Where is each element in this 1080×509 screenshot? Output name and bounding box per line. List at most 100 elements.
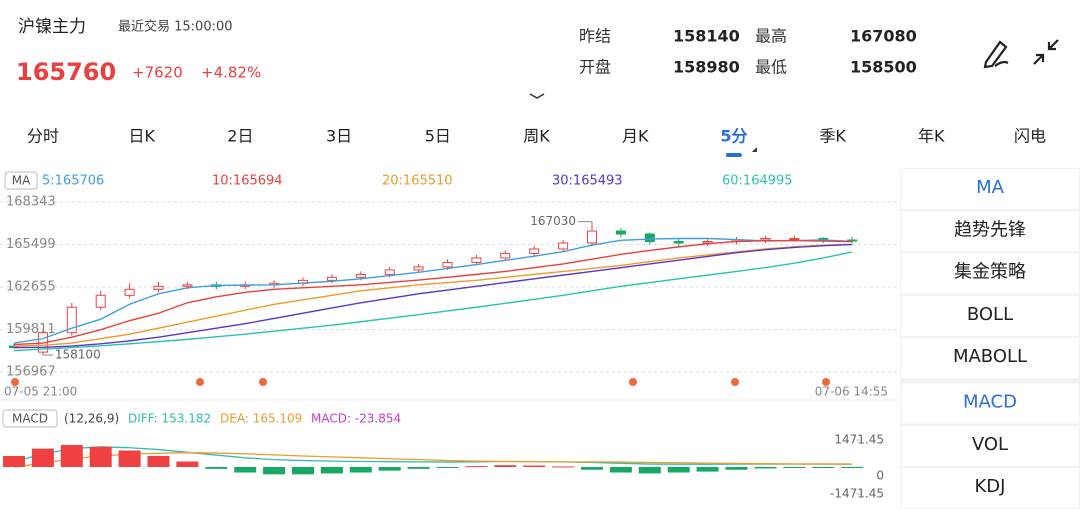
side-menu-item[interactable]: BOLL (967, 304, 1013, 325)
candle-body (124, 288, 135, 296)
indicator-box (4, 171, 38, 190)
macd-bar (581, 467, 603, 470)
candle-body (95, 294, 106, 308)
stat-label: 最低 (755, 58, 787, 77)
tab[interactable]: 5日 (425, 127, 451, 146)
candle-body (644, 233, 655, 242)
macd-bar (523, 465, 546, 467)
collapse-icon[interactable] (1033, 39, 1059, 65)
legend-entry: 5:165706 (42, 174, 104, 189)
y-tick-label: 156967 (6, 365, 56, 380)
price-change-pct: +4.82% (201, 64, 261, 82)
side-menu-item[interactable]: MABOLL (953, 346, 1027, 367)
legend-entry: 30:165493 (552, 174, 623, 189)
side-menu-item[interactable]: KDJ (975, 476, 1006, 497)
macd-bar (205, 467, 228, 469)
macd-bar (3, 455, 25, 467)
tab-arrow (751, 147, 757, 152)
indicator-box (2, 409, 58, 428)
macd-bar (31, 448, 54, 467)
candle-body (529, 248, 540, 254)
candle-body (182, 284, 193, 287)
side-menu-item[interactable]: VOL (972, 434, 1008, 455)
side-menu-item[interactable]: 趋势先锋 (954, 219, 1026, 240)
tab[interactable]: 日K (128, 127, 155, 146)
tab[interactable]: 季K (819, 127, 846, 146)
macd-bar (147, 455, 170, 467)
stat-value: 167080 (850, 27, 917, 46)
macd-bar (783, 467, 806, 468)
candle-body (789, 238, 800, 241)
tab-underline (725, 153, 742, 157)
macd-bar (89, 446, 112, 467)
macd-bar (494, 465, 517, 467)
edit-icon[interactable] (983, 40, 1009, 69)
macd-bar (407, 467, 430, 469)
macd-bar (638, 467, 661, 474)
stat-value: 158140 (673, 27, 740, 46)
tab[interactable]: 5分 (720, 127, 747, 146)
legend-entry: DIFF: 153.182 (128, 412, 211, 426)
side-menu-title[interactable]: MA (976, 177, 1005, 198)
side-menu-title[interactable]: MACD (963, 392, 1017, 413)
side-menu-cell (901, 253, 1079, 294)
macd-bar (725, 467, 748, 470)
ma-line (13, 251, 853, 352)
high-label: 167030 (530, 214, 576, 228)
legend-entry: MACD: -23.854 (311, 412, 401, 426)
macd-line (13, 446, 853, 465)
last-price: 165760 (16, 58, 116, 86)
x-tick-label: 07-06 14:55 (815, 385, 888, 399)
tab[interactable]: 月K (622, 127, 649, 146)
stat-label: 昨结 (579, 27, 611, 46)
tab[interactable]: 闪电 (1014, 127, 1046, 146)
side-menu-cell (901, 383, 1079, 424)
tab[interactable]: 分时 (27, 127, 59, 146)
y-tick-label: 159811 (6, 322, 56, 337)
y-tick-label: 168343 (6, 195, 56, 210)
ma-line (13, 237, 853, 344)
macd-bar (320, 467, 343, 474)
stat-label: 开盘 (579, 58, 611, 77)
macd-bar (118, 450, 141, 467)
macd-bar (378, 467, 401, 471)
candle-body (615, 230, 626, 235)
macd-bar (234, 467, 257, 473)
candle-body (326, 276, 337, 281)
y-tick-label: 165499 (6, 237, 56, 252)
indicator-name[interactable]: MA (12, 174, 31, 188)
macd-bar (349, 467, 372, 473)
tab[interactable]: 2日 (227, 127, 253, 146)
candle-body (702, 240, 713, 244)
legend-entry: 60:164995 (722, 174, 793, 189)
legend-entry: DEA: 165.109 (220, 412, 302, 426)
legend-entry: 10:165694 (212, 174, 283, 189)
stat-label: 最高 (755, 27, 787, 46)
expand-chevron[interactable] (529, 93, 545, 99)
indicator-name[interactable]: MACD (12, 412, 48, 426)
ma-line (13, 243, 853, 347)
ma-line (13, 239, 853, 346)
side-menu-cell (901, 425, 1079, 466)
low-label: 158100 (55, 348, 101, 362)
macd-bar (667, 467, 690, 473)
macd-bar (552, 466, 575, 468)
macd-line (13, 452, 853, 468)
side-menu-cell (901, 295, 1079, 336)
y-tick-label: 0 (876, 469, 884, 483)
macd-bar (465, 466, 488, 468)
side-menu-cell (901, 169, 1079, 209)
side-menu-item[interactable]: 集金策略 (954, 262, 1026, 283)
macd-bar (609, 467, 632, 473)
side-menu-cell (901, 338, 1079, 379)
stat-value: 158500 (850, 58, 917, 77)
macd-params: (12,26,9) (64, 412, 119, 426)
price-change: +7620 (132, 64, 183, 82)
tab[interactable]: 年K (918, 127, 945, 146)
tab[interactable]: 周K (523, 127, 550, 146)
side-menu-cell (901, 211, 1079, 252)
stat-value: 158980 (673, 58, 740, 77)
tab[interactable]: 3日 (326, 127, 352, 146)
candle-body (413, 266, 424, 271)
macd-bar (812, 467, 835, 468)
